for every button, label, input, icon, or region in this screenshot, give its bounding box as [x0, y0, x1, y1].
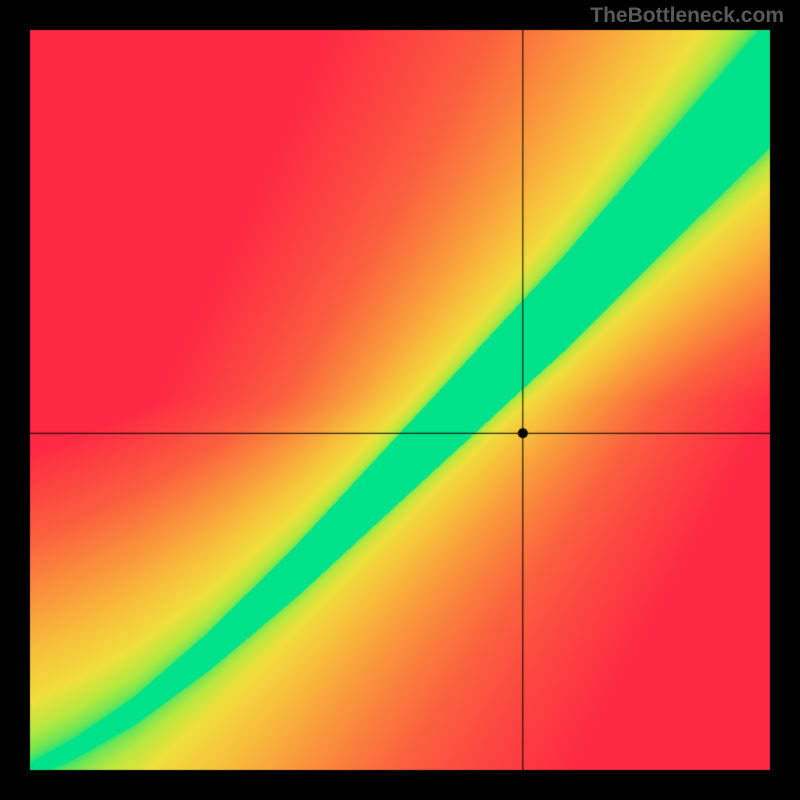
chart-container: TheBottleneck.com [0, 0, 800, 800]
bottleneck-heatmap [0, 0, 800, 800]
watermark-text: TheBottleneck.com [590, 4, 784, 28]
